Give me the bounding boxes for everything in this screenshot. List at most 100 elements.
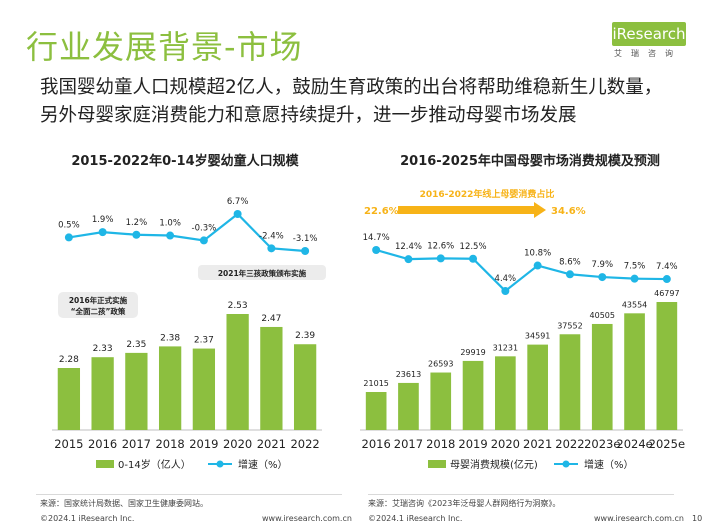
chart-1-x-tick-2022: 2022 xyxy=(290,437,319,451)
chart-2-growth-point-2020 xyxy=(501,287,510,295)
chart-1-annotation-1-line-2: “全面二孩”政策 xyxy=(71,306,126,316)
chart-2-legend-line-label: 增速（%） xyxy=(584,458,634,471)
chart-1-x-tick-2015: 2015 xyxy=(54,437,83,451)
chart-1-bar-2019 xyxy=(192,348,216,430)
chart-2-growth-label-2016: 14.7% xyxy=(363,233,390,243)
chart-2-x-tick-2023e: 2023e xyxy=(584,437,620,451)
chart-1-growth-point-2018 xyxy=(166,231,175,240)
chart-2-x-tick-2017: 2017 xyxy=(394,437,423,451)
chart-2-bar-2016 xyxy=(365,392,387,430)
footer-divider-right xyxy=(368,494,674,495)
chart-2-growth-label-2023e: 7.9% xyxy=(591,260,613,270)
chart-2-bar-2023e xyxy=(591,323,613,430)
chart-2-bar-label-2025e: 46797 xyxy=(654,289,679,298)
chart-2-x-tick-2022: 2022 xyxy=(555,437,584,451)
chart-2-bar-2017 xyxy=(398,382,419,430)
chart-1-x-tick-2017: 2017 xyxy=(122,437,151,451)
chart-2-legend-bar-swatch xyxy=(428,460,446,468)
chart-2-x-tick-2018: 2018 xyxy=(426,437,455,451)
chart-1-annotation-2-box xyxy=(198,265,326,280)
chart-1-growth-label-2017: 1.2% xyxy=(126,218,148,228)
chart-2-growth-label-2025e: 7.4% xyxy=(656,262,678,272)
chart-2-annotation-end: 34.6% xyxy=(551,206,586,217)
chart-2-bar-2019 xyxy=(462,360,484,430)
chart-2-annotation-arrow xyxy=(398,202,546,218)
chart-1-bar-label-2021: 2.47 xyxy=(261,314,281,324)
chart-1-growth-label-2020: 6.7% xyxy=(227,197,249,207)
chart-2-growth-label-2021: 10.8% xyxy=(524,249,551,259)
chart-1-annotation-1-box xyxy=(58,292,138,318)
chart-1-annotation-2-text: 2021年三孩政策颁布实施 xyxy=(218,268,307,278)
chart-2-x-tick-2021: 2021 xyxy=(523,437,552,451)
source-left: 来源：国家统计局数据、国家卫生健康委网站。 xyxy=(40,499,208,508)
chart-1-x-tick-2018: 2018 xyxy=(155,437,184,451)
chart-2-growth-point-2023e xyxy=(598,273,607,282)
chart-1-bar-2018 xyxy=(158,346,182,430)
chart-2-bar-label-2023e: 40505 xyxy=(590,311,615,320)
chart-1-growth-point-2020 xyxy=(233,210,242,218)
iresearch-logo: iResearch 艾瑞咨询 xyxy=(604,18,694,62)
source-right: 来源：艾瑞咨询《2023年泛母婴人群网络行为洞察》。 xyxy=(368,499,561,508)
chart-2-growth-point-2021 xyxy=(533,261,542,270)
chart-1-bar-label-2018: 2.38 xyxy=(160,333,180,343)
chart-2-bar-2021 xyxy=(527,344,548,430)
page-subtitle: 我国婴幼童人口规模超2亿人，鼓励生育政策的出台将帮助维稳新生儿数量，另外母婴家庭… xyxy=(40,77,663,126)
chart-1-growth-point-2022 xyxy=(301,247,310,255)
chart-2-bar-2018 xyxy=(430,372,452,430)
url-left[interactable]: www.iresearch.com.cn xyxy=(262,514,352,523)
chart-2-bar-label-2020: 31231 xyxy=(493,343,518,352)
chart-1-bar-2020 xyxy=(226,314,249,430)
chart-2-bar-label-2018: 26593 xyxy=(428,360,453,369)
chart-2-legend-line-marker xyxy=(562,460,570,468)
chart-2-growth-point-2016 xyxy=(372,246,381,254)
chart-2-growth-point-2025e xyxy=(662,275,671,284)
logo-wordmark: iResearch xyxy=(612,22,686,46)
copyright-left: ©2024.1 iResearch Inc. xyxy=(40,514,135,523)
chart-1-growth-point-2015 xyxy=(64,233,73,242)
chart-1-growth-label-2016: 1.9% xyxy=(92,215,114,225)
chart-1-bar-label-2017: 2.35 xyxy=(126,340,146,350)
chart-1-bar-label-2016: 2.33 xyxy=(93,344,113,354)
chart-1-growth-label-2015: 0.5% xyxy=(58,220,80,230)
url-right[interactable]: www.iresearch.com.cn xyxy=(594,514,684,523)
chart-2-growth-point-2024e xyxy=(630,274,639,283)
copyright-right: ©2024.1 iResearch Inc. xyxy=(368,514,463,523)
chart-2-growth-label-2020: 4.4% xyxy=(495,274,517,284)
chart-2-annotation-title: 2016-2022年线上母婴消费占比 xyxy=(420,188,555,200)
chart-2-growth-point-2022 xyxy=(565,270,574,279)
chart-2-growth-label-2018: 12.6% xyxy=(427,241,454,251)
chart-1-growth-point-2016 xyxy=(98,228,107,237)
chart-1-title: 2015-2022年0-14岁婴幼童人口规模 xyxy=(71,154,299,169)
chart-2-x-tick-2025e: 2025e xyxy=(649,437,685,451)
chart-2-bar-2024e xyxy=(624,313,645,430)
chart-2-growth-label-2019: 12.5% xyxy=(460,242,487,252)
chart-2-x-tick-2019: 2019 xyxy=(458,437,487,451)
chart-2-growth-point-2017 xyxy=(404,255,413,264)
chart-2-bar-label-2017: 23613 xyxy=(396,370,421,379)
chart-1-legend-line-marker xyxy=(216,460,224,468)
chart-1-annotation-1-line-1: 2016年正式实施 xyxy=(69,295,128,305)
chart-1-bar-label-2019: 2.37 xyxy=(194,336,214,346)
chart-1-bar-2017 xyxy=(125,352,148,430)
chart-2-bar-label-2021: 34591 xyxy=(525,332,550,341)
chart-1-x-tick-2021: 2021 xyxy=(257,437,286,451)
chart-1-bar-label-2020: 2.53 xyxy=(228,301,248,311)
chart-1-x-tick-2020: 2020 xyxy=(223,437,252,451)
chart-1-legend-bar-swatch xyxy=(96,460,114,468)
chart-2-bar-label-2019: 29919 xyxy=(460,348,485,357)
chart-2-bar-2022 xyxy=(559,334,581,430)
chart-1-bar-2021 xyxy=(260,326,283,430)
chart-1-growth-label-2019: -0.3% xyxy=(192,223,217,233)
chart-1-x-tick-2019: 2019 xyxy=(189,437,218,451)
chart-2-bar-2020 xyxy=(495,356,516,430)
chart-2-growth-label-2022: 8.6% xyxy=(559,257,581,267)
chart-2-bar-label-2024e: 43554 xyxy=(622,300,647,309)
chart-1-bar-2022 xyxy=(293,344,317,430)
chart-1-bar-label-2015: 2.28 xyxy=(59,355,79,365)
chart-1-growth-label-2022: -3.1% xyxy=(293,234,318,244)
chart-2-x-tick-2024e: 2024e xyxy=(616,437,652,451)
chart-1-bar-label-2022: 2.39 xyxy=(295,331,315,341)
chart-1-bar-2015 xyxy=(57,368,81,430)
